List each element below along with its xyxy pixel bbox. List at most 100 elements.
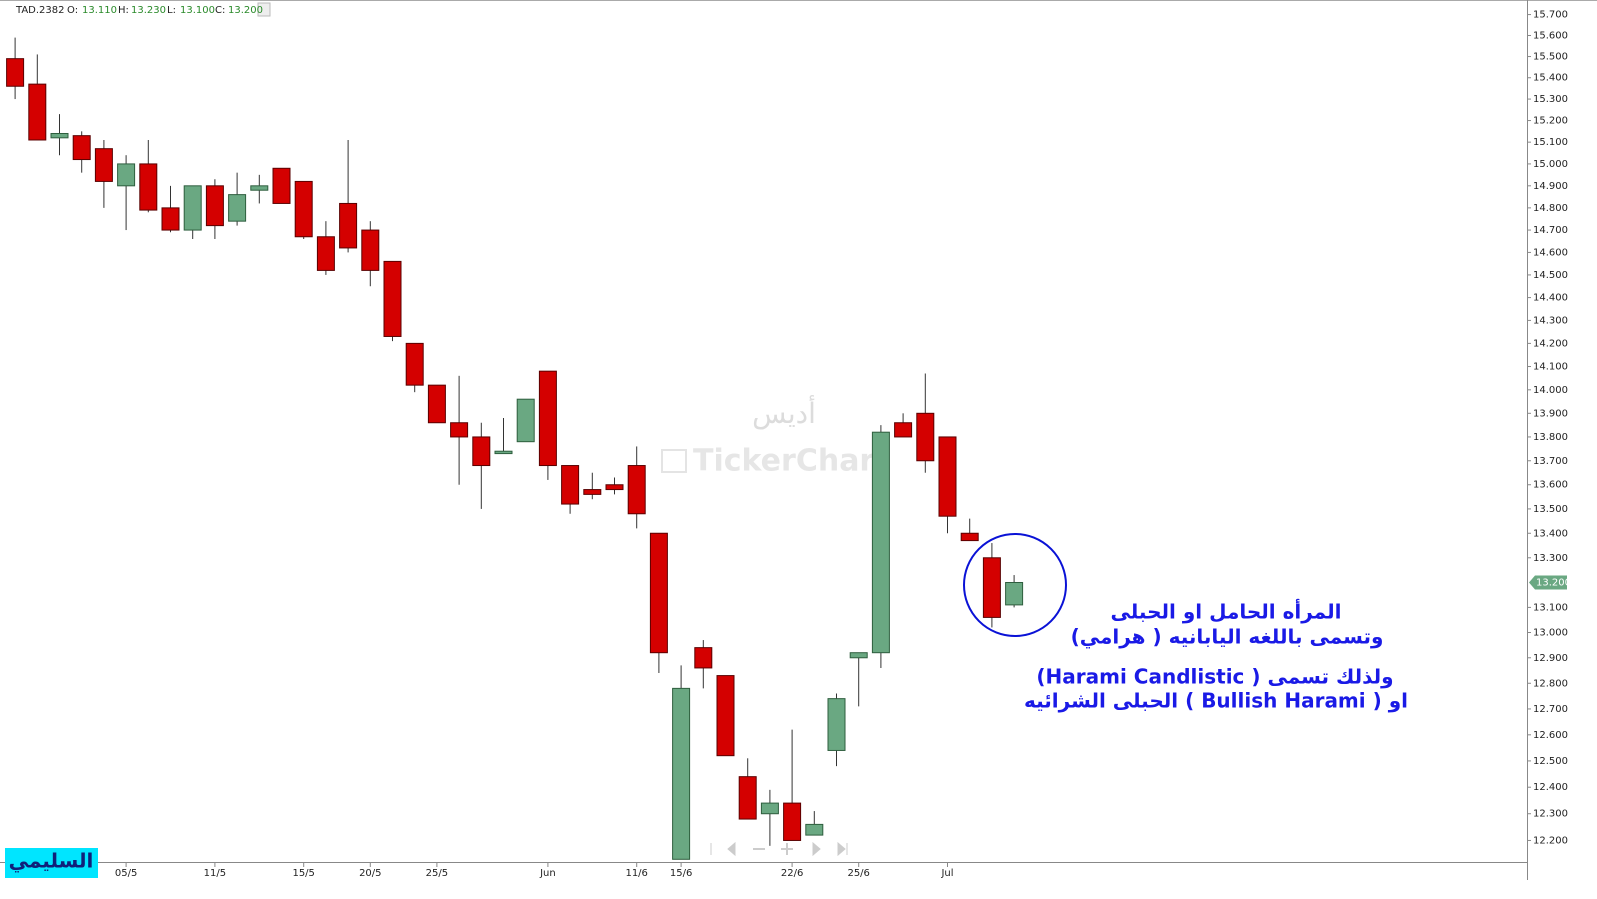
author: السليمي <box>9 849 94 874</box>
y-tick-label: 12.600 <box>1533 730 1568 741</box>
candle-body <box>827 698 846 751</box>
candle-body <box>649 532 668 654</box>
candle-body <box>849 652 868 659</box>
y-tick-label: 13.300 <box>1533 553 1568 564</box>
y-tick-label: 14.400 <box>1533 293 1568 304</box>
y-tick-label: 12.900 <box>1533 653 1568 664</box>
y-tick-label: 14.500 <box>1533 270 1568 281</box>
watermark-text: TickerChart <box>693 444 889 479</box>
candle-body <box>738 776 757 820</box>
candle-body <box>161 207 180 231</box>
annotation-line: او ( Bullish Harami ) الحبلى الشرائيه <box>1024 689 1408 713</box>
highlight-circle <box>963 533 1067 637</box>
x-tick-label: 25/6 <box>847 868 869 879</box>
x-tick-label: 05/5 <box>115 868 137 879</box>
y-tick-label: 14.300 <box>1533 315 1568 326</box>
symbol: TAD.2382 <box>15 5 65 16</box>
y-tick-label: 12.500 <box>1533 756 1568 767</box>
annotation-line: المرأه الحامل او الحبلى <box>1111 598 1342 624</box>
candle-body <box>583 489 602 495</box>
ohlc-value: 13.100 <box>180 5 215 16</box>
candle-body <box>516 398 535 443</box>
candle-body <box>316 236 335 271</box>
header-button[interactable] <box>257 2 271 17</box>
author-box <box>5 848 98 878</box>
candle-body <box>228 194 247 222</box>
x-tick-label: Jun <box>539 868 556 879</box>
y-tick-label: 15.400 <box>1533 73 1568 84</box>
candle-body <box>871 431 890 654</box>
y-tick-label: 12.300 <box>1533 809 1568 820</box>
y-tick-label: 13.500 <box>1533 504 1568 515</box>
y-tick-label: 14.200 <box>1533 338 1568 349</box>
candle-body <box>960 532 979 542</box>
y-tick-label: 15.600 <box>1533 30 1568 41</box>
last-price-label: 13.200 <box>1536 577 1571 588</box>
y-tick-label: 14.900 <box>1533 181 1568 192</box>
y-tick-label: 13.700 <box>1533 456 1568 467</box>
candle-body <box>694 647 713 669</box>
y-tick-label: 13.400 <box>1533 528 1568 539</box>
ohlc-label: O: <box>67 5 78 16</box>
y-tick-label: 15.200 <box>1533 116 1568 127</box>
x-tick-label: Jul <box>940 868 953 879</box>
candle-body <box>494 450 513 455</box>
candle-body <box>538 370 557 467</box>
candle-body <box>183 185 202 231</box>
candle-body <box>139 163 158 211</box>
x-tick-label: 11/5 <box>204 868 226 879</box>
y-tick-label: 12.700 <box>1533 704 1568 715</box>
candle-body <box>982 557 1001 618</box>
annotation-line: وتسمى باللغه اليابانيه ( هرامي) <box>1071 625 1384 650</box>
nav-controls <box>710 841 848 857</box>
candle-body <box>272 167 291 204</box>
candle-body <box>28 83 47 141</box>
candle-body <box>450 422 469 438</box>
candle-body <box>361 229 380 271</box>
y-tick-label: 13.000 <box>1533 627 1568 638</box>
watermark-icon <box>661 449 687 473</box>
y-tick-label: 15.300 <box>1533 94 1568 105</box>
candle-body <box>561 465 580 505</box>
candle-body <box>205 185 224 227</box>
candle-body <box>627 465 646 515</box>
candle-body <box>294 180 313 238</box>
candle-body <box>339 202 358 249</box>
candle-body <box>783 802 802 841</box>
y-tick-label: 12.400 <box>1533 782 1568 793</box>
x-tick-label: 20/5 <box>359 868 381 879</box>
y-tick-label: 13.800 <box>1533 432 1568 443</box>
watermark-arabic: أديس <box>752 394 816 430</box>
annotation-line: ولذلك تسمى ( Harami Candlistic) <box>1036 665 1393 689</box>
y-tick-label: 14.100 <box>1533 362 1568 373</box>
candle-body <box>672 687 691 860</box>
candle-body <box>472 436 491 467</box>
candle-body <box>383 260 402 337</box>
candle-body <box>117 163 136 187</box>
x-tick-label: 25/5 <box>426 868 448 879</box>
ohlc-value: 13.110 <box>82 5 117 16</box>
y-tick-label: 13.900 <box>1533 408 1568 419</box>
y-tick-label: 13.600 <box>1533 480 1568 491</box>
x-tick-label: 11/6 <box>625 868 647 879</box>
candle-body <box>760 802 779 815</box>
y-tick-label: 15.500 <box>1533 52 1568 63</box>
candle-body <box>50 132 69 139</box>
y-tick-label: 15.000 <box>1533 159 1568 170</box>
candle-body <box>94 148 113 182</box>
y-tick-label: 15.100 <box>1533 137 1568 148</box>
ohlc-label: C: <box>215 5 225 16</box>
candle-body <box>805 823 824 836</box>
candle-body <box>938 436 957 517</box>
candle-body <box>605 484 624 491</box>
y-tick-label: 15.700 <box>1533 10 1568 21</box>
y-tick-label: 12.200 <box>1533 835 1568 846</box>
y-tick-label: 13.100 <box>1533 602 1568 613</box>
y-tick-label: 14.700 <box>1533 225 1568 236</box>
ohlc-value: 13.230 <box>131 5 166 16</box>
candle-body <box>405 342 424 386</box>
y-tick-label: 14.000 <box>1533 385 1568 396</box>
candle-body <box>72 135 91 161</box>
candle-body <box>1005 581 1024 606</box>
